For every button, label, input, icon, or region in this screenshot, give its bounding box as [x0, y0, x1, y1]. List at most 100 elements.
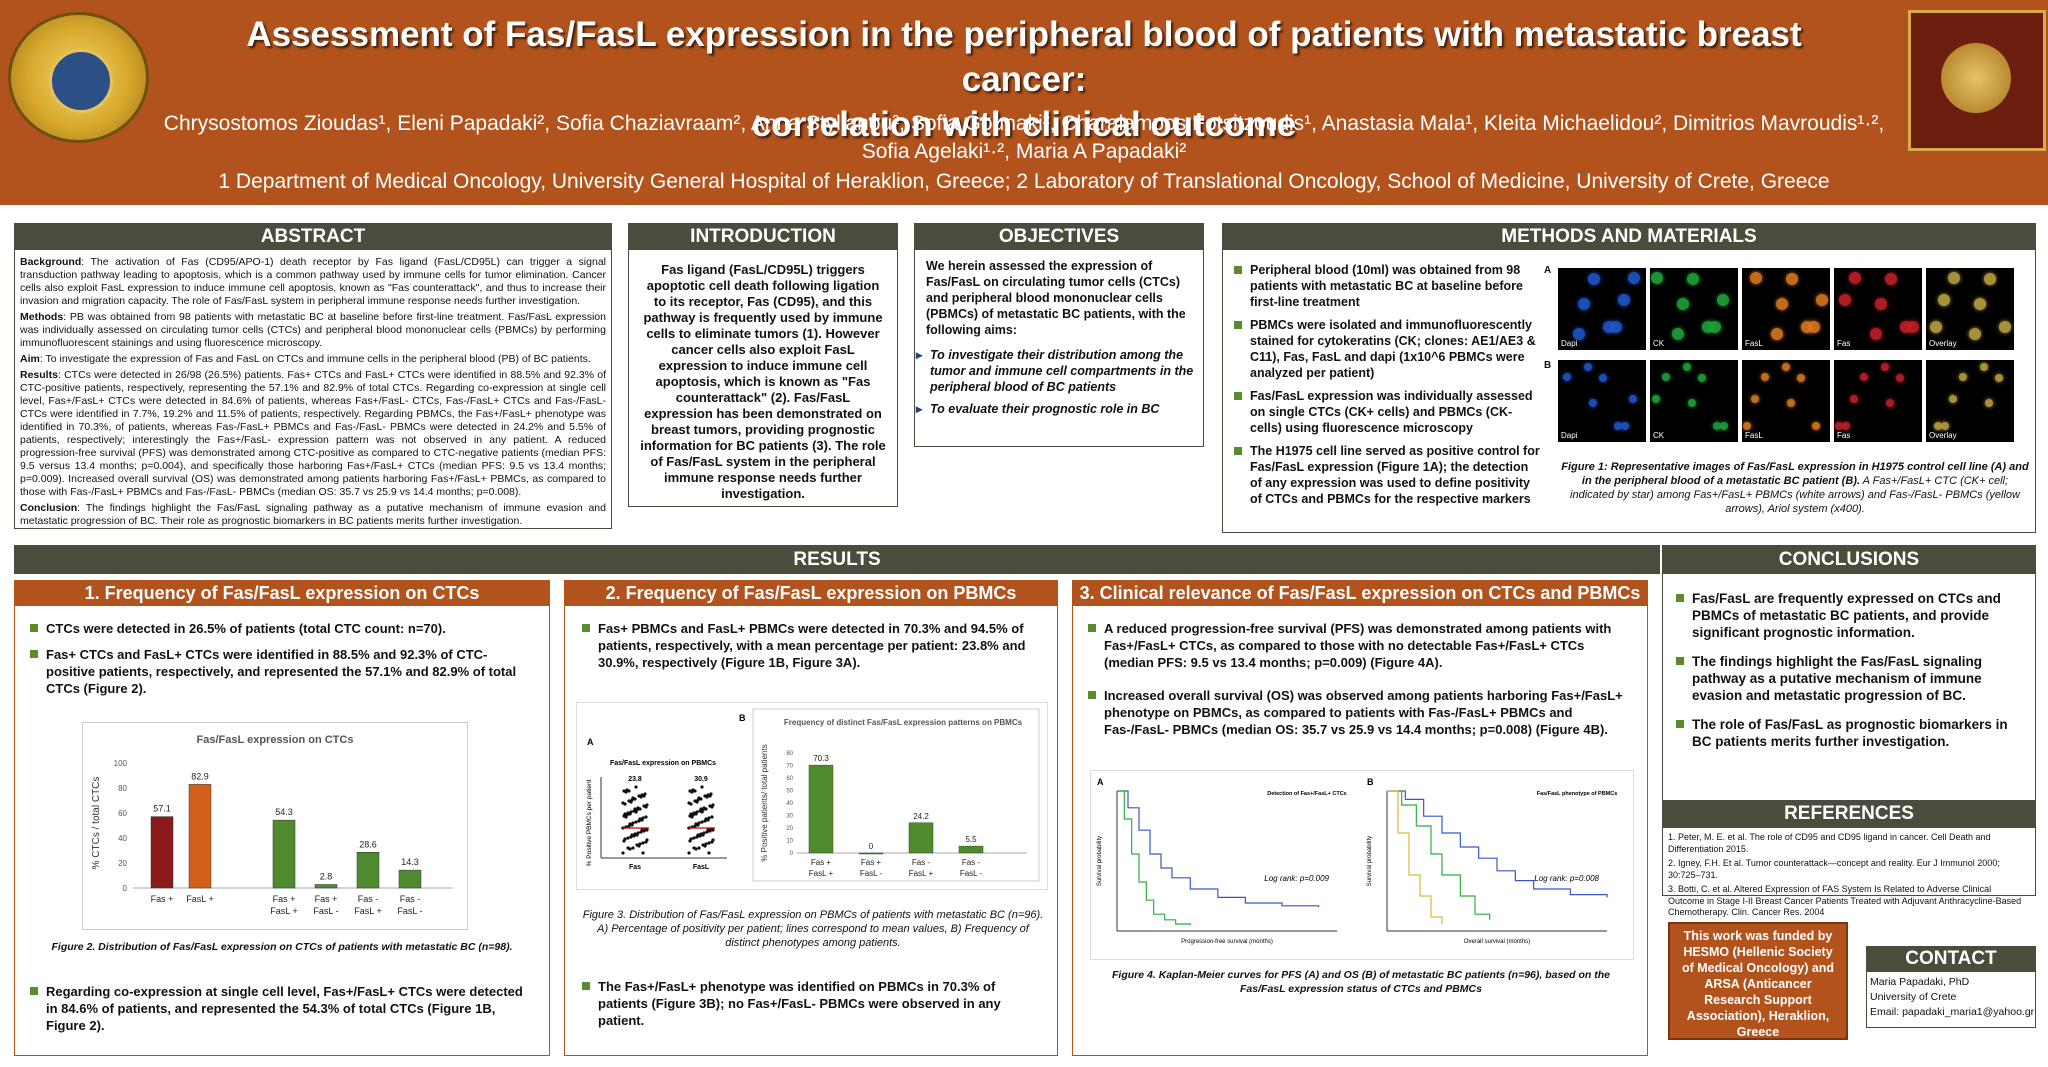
- data-point: [621, 801, 625, 805]
- y-axis-label: Survival probability: [1097, 836, 1103, 886]
- data-point: [636, 831, 640, 835]
- figure3-frame: A Fas/FasL expression on PBMCs % Positive …: [576, 702, 1048, 890]
- data-point: [628, 822, 632, 826]
- cell-dot: [1584, 363, 1592, 371]
- data-point: [704, 817, 708, 821]
- cell-dot: [1907, 321, 1919, 333]
- cell-dot: [1720, 422, 1728, 430]
- x-tick-label: Fas -: [400, 894, 421, 904]
- y-tick-label: 100: [114, 759, 128, 768]
- cell-dot: [1860, 373, 1868, 381]
- cell-dot: [1842, 422, 1850, 430]
- cell-dot: [1672, 328, 1684, 340]
- x-tick-label: Fas +: [811, 858, 832, 867]
- y-tick-label: 40: [786, 801, 793, 807]
- cell-dot: [1875, 298, 1887, 310]
- cell-dot: [1786, 273, 1798, 285]
- micrograph-panel: CK: [1650, 268, 1738, 350]
- introduction-box: [628, 223, 898, 507]
- micrograph-panel: Fas: [1834, 360, 1922, 442]
- x-tick-label: Fas: [629, 864, 641, 871]
- cell-dot: [1771, 328, 1783, 340]
- panel-label: Fas: [1837, 339, 1851, 348]
- introduction-text: Fas ligand (FasL/CD95L) triggers apoptot…: [640, 262, 886, 501]
- section1-bottom-bullets: Regarding co-expression at single cell l…: [28, 983, 528, 1043]
- micrograph-panel: Overlay: [1926, 268, 2014, 350]
- x-axis-label: Overall survival (months): [1464, 939, 1530, 945]
- introduction-heading: INTRODUCTION: [628, 223, 898, 250]
- methods-text: : PB was obtained from 98 patients with …: [20, 311, 606, 349]
- x-tick-label: Fas +: [315, 894, 338, 904]
- data-point: [638, 817, 642, 821]
- cell-dot: [1797, 374, 1805, 382]
- section3-bullet: Increased overall survival (OS) was obse…: [1086, 687, 1626, 738]
- cell-dot: [1816, 294, 1828, 306]
- micrograph-panel: Overlay: [1926, 360, 2014, 442]
- bar-value-label: 24.2: [913, 812, 929, 821]
- conclusion-text: : The findings highlight the Fas/FasL si…: [20, 502, 606, 527]
- data-point: [706, 828, 710, 832]
- bar: [858, 852, 884, 855]
- references-heading: REFERENCES: [1662, 800, 2036, 828]
- data-point: [707, 851, 711, 855]
- bar: [398, 869, 422, 889]
- data-point: [692, 836, 696, 840]
- aim-text: : To investigate the expression of Fas a…: [39, 353, 591, 365]
- panel-label: CK: [1653, 431, 1665, 440]
- data-point: [640, 828, 644, 832]
- log-rank-annotation: Log rank: p=0.009: [1264, 874, 1329, 883]
- x-tick-label: FasL +: [909, 869, 934, 878]
- contact-email[interactable]: Email: papadaki_maria1@yahoo.gr: [1870, 1006, 2035, 1018]
- methods-list: Peripheral blood (10ml) was obtained fro…: [1232, 262, 1542, 514]
- cell-dot: [1948, 272, 1960, 284]
- data-point: [693, 799, 697, 803]
- data-point: [702, 806, 706, 810]
- data-point: [706, 793, 710, 797]
- author-list: Chrysostomos Zioudas¹, Eleni Papadaki², …: [120, 110, 1928, 166]
- data-point: [637, 794, 641, 798]
- objectives-box: [914, 223, 1204, 447]
- cell-dot: [1776, 298, 1788, 310]
- chart-frame: [752, 708, 1040, 882]
- data-point: [699, 807, 703, 811]
- abstract-heading: ABSTRACT: [14, 223, 612, 250]
- legend-title: Detection of Fas+/FasL+ CTCs: [1267, 791, 1346, 797]
- cell-dot: [1959, 373, 1967, 381]
- data-point: [641, 851, 645, 855]
- mean-label: 30.9: [694, 776, 708, 783]
- data-point: [634, 820, 638, 824]
- data-point: [689, 812, 693, 816]
- section3-bullets: A reduced progression-free survival (PFS…: [1086, 620, 1626, 747]
- micrograph-panel: CK: [1650, 360, 1738, 442]
- data-point: [707, 816, 711, 820]
- objectives-intro: We herein assessed the expression of Fas…: [926, 259, 1186, 337]
- bar: [958, 845, 984, 854]
- data-point: [700, 785, 704, 789]
- reference-item: 2. Igney, F.H. Et al. Tumor counterattac…: [1668, 858, 2000, 880]
- cell-dot: [1881, 363, 1889, 371]
- data-point: [697, 846, 701, 850]
- bar-value-label: 54.3: [275, 807, 293, 817]
- data-point: [630, 833, 634, 837]
- data-point: [687, 801, 691, 805]
- micrograph-panel: FasL: [1742, 360, 1830, 442]
- data-point: [638, 842, 642, 846]
- y-axis-label: Survival probability: [1367, 836, 1373, 886]
- figure2-chart-frame: Fas/FasL expression on CTCs 0 20 40 60 80 100%…: [82, 722, 468, 930]
- panel-label: A: [587, 737, 594, 747]
- medical-school-logo: [8, 12, 149, 143]
- panel-label: FasL: [1745, 339, 1763, 348]
- aim-item: ▸ To investigate their distribution among…: [916, 348, 1194, 394]
- cell-dot: [1628, 272, 1640, 284]
- cell-dot: [1651, 272, 1663, 284]
- chart-title: Fas/FasL expression on PBMCs: [610, 760, 716, 767]
- conclusions-heading: CONCLUSIONS: [1662, 545, 2036, 574]
- panel-label: Dapi: [1561, 339, 1578, 348]
- contact-details: Maria Papadaki, PhD University of Crete …: [1870, 975, 2036, 1020]
- log-rank-annotation: Log rank: p=0.008: [1534, 874, 1599, 883]
- data-point: [709, 792, 713, 796]
- data-point: [623, 837, 627, 841]
- data-point: [623, 812, 627, 816]
- data-point: [694, 822, 698, 826]
- cell-dot: [1688, 399, 1696, 407]
